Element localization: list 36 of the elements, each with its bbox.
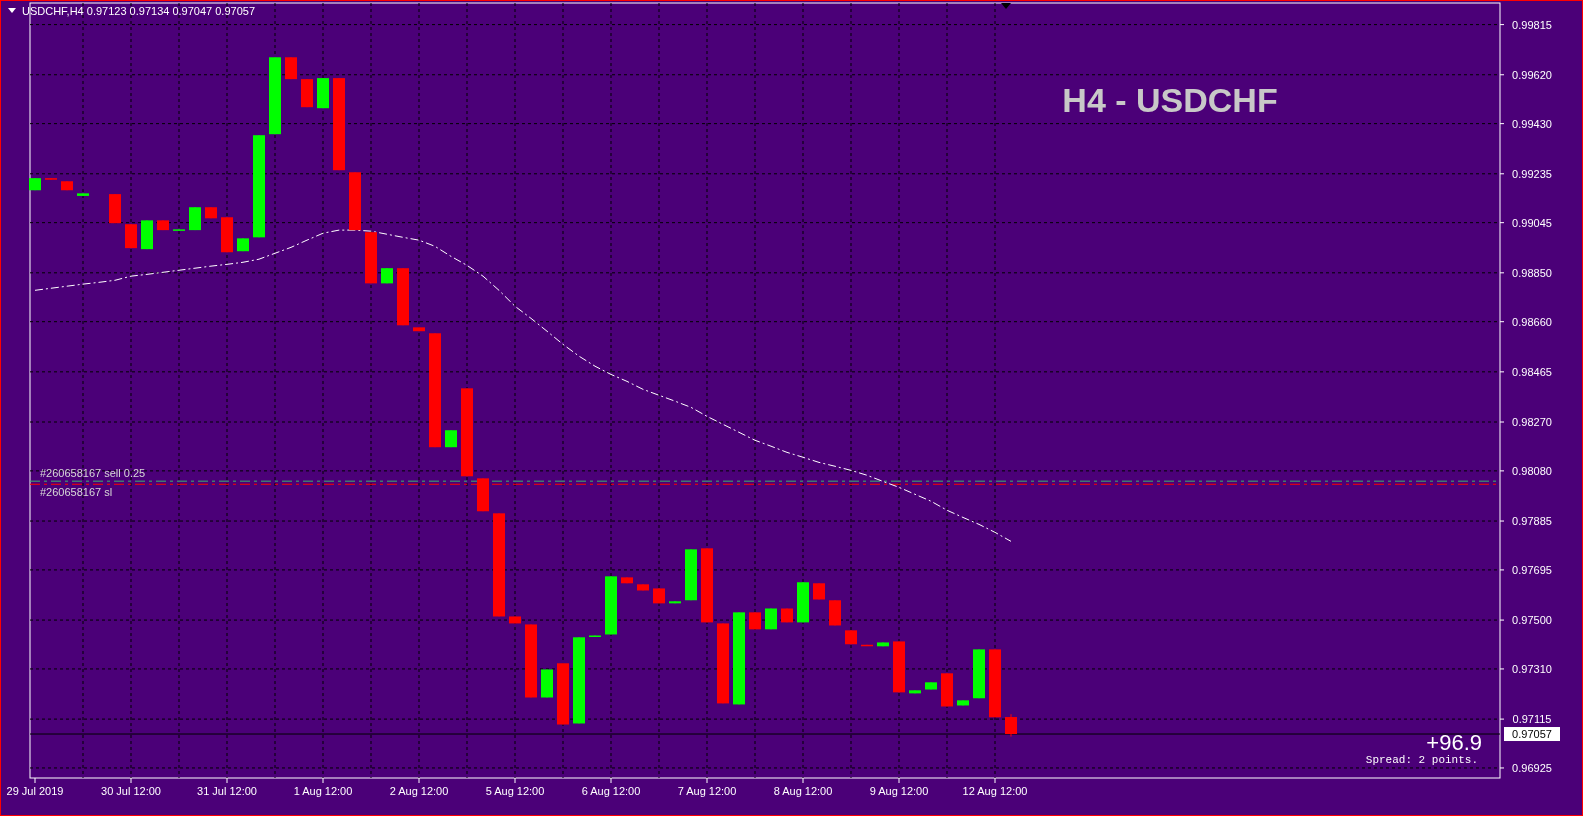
x-tick-label: 30 Jul 12:00 [101, 785, 161, 797]
ref-line-label: #260658167 sl [40, 486, 113, 499]
chart-title: USDCHF,H4 0.97123 0.97134 0.97047 0.97057 [22, 5, 256, 17]
x-tick-label: 31 Jul 12:00 [197, 785, 257, 797]
y-tick-label: 0.97115 [1512, 713, 1552, 726]
x-tick-label: 6 Aug 12:00 [581, 785, 641, 797]
x-tick-label: 29 Jul 2019 [6, 785, 64, 797]
text: H4 - USDCHF [1062, 81, 1278, 119]
line-series [34, 229, 1012, 542]
x-tick-label: 1 Aug 12:00 [293, 785, 353, 797]
y-tick-label: 0.96925 [1512, 761, 1552, 774]
y-tick-label: 0.98660 [1512, 315, 1552, 328]
y-tick-label: 0.98080 [1512, 464, 1552, 477]
x-tick-label: 8 Aug 12:00 [773, 785, 833, 797]
x-tick-label: 5 Aug 12:00 [485, 785, 545, 797]
text: Spread: 2 points. [1365, 754, 1478, 766]
y-tick-label: 0.99430 [1512, 117, 1552, 130]
x-tick-label: 2 Aug 12:00 [389, 785, 449, 797]
y-tick-label: 0.98465 [1512, 365, 1552, 378]
y-tick-label: 0.98270 [1512, 416, 1552, 429]
y-tick-label: 0.99235 [1512, 167, 1552, 180]
y-tick-label: 0.97695 [1512, 563, 1552, 576]
y-tick-label: 0.99620 [1512, 68, 1552, 81]
y-tick-label: 0.97500 [1512, 614, 1552, 627]
ref-line-label: 0.97057 [1512, 728, 1552, 741]
x-tick-label: 12 Aug 12:00 [962, 785, 1028, 797]
candlestick [1005, 713, 1017, 738]
x-tick-label: 9 Aug 12:00 [869, 785, 929, 797]
y-tick-label: 0.99045 [1512, 216, 1552, 229]
y-tick-label: 0.97310 [1512, 662, 1552, 675]
ref-line-label: #260658167 sell 0.25 [40, 467, 146, 480]
x-tick-label: 7 Aug 12:00 [677, 785, 737, 797]
y-tick-label: 0.99815 [1512, 18, 1552, 31]
y-tick-label: 0.97885 [1512, 515, 1552, 528]
text: +96.9 [1426, 730, 1482, 755]
y-tick-label: 0.98850 [1512, 266, 1552, 279]
